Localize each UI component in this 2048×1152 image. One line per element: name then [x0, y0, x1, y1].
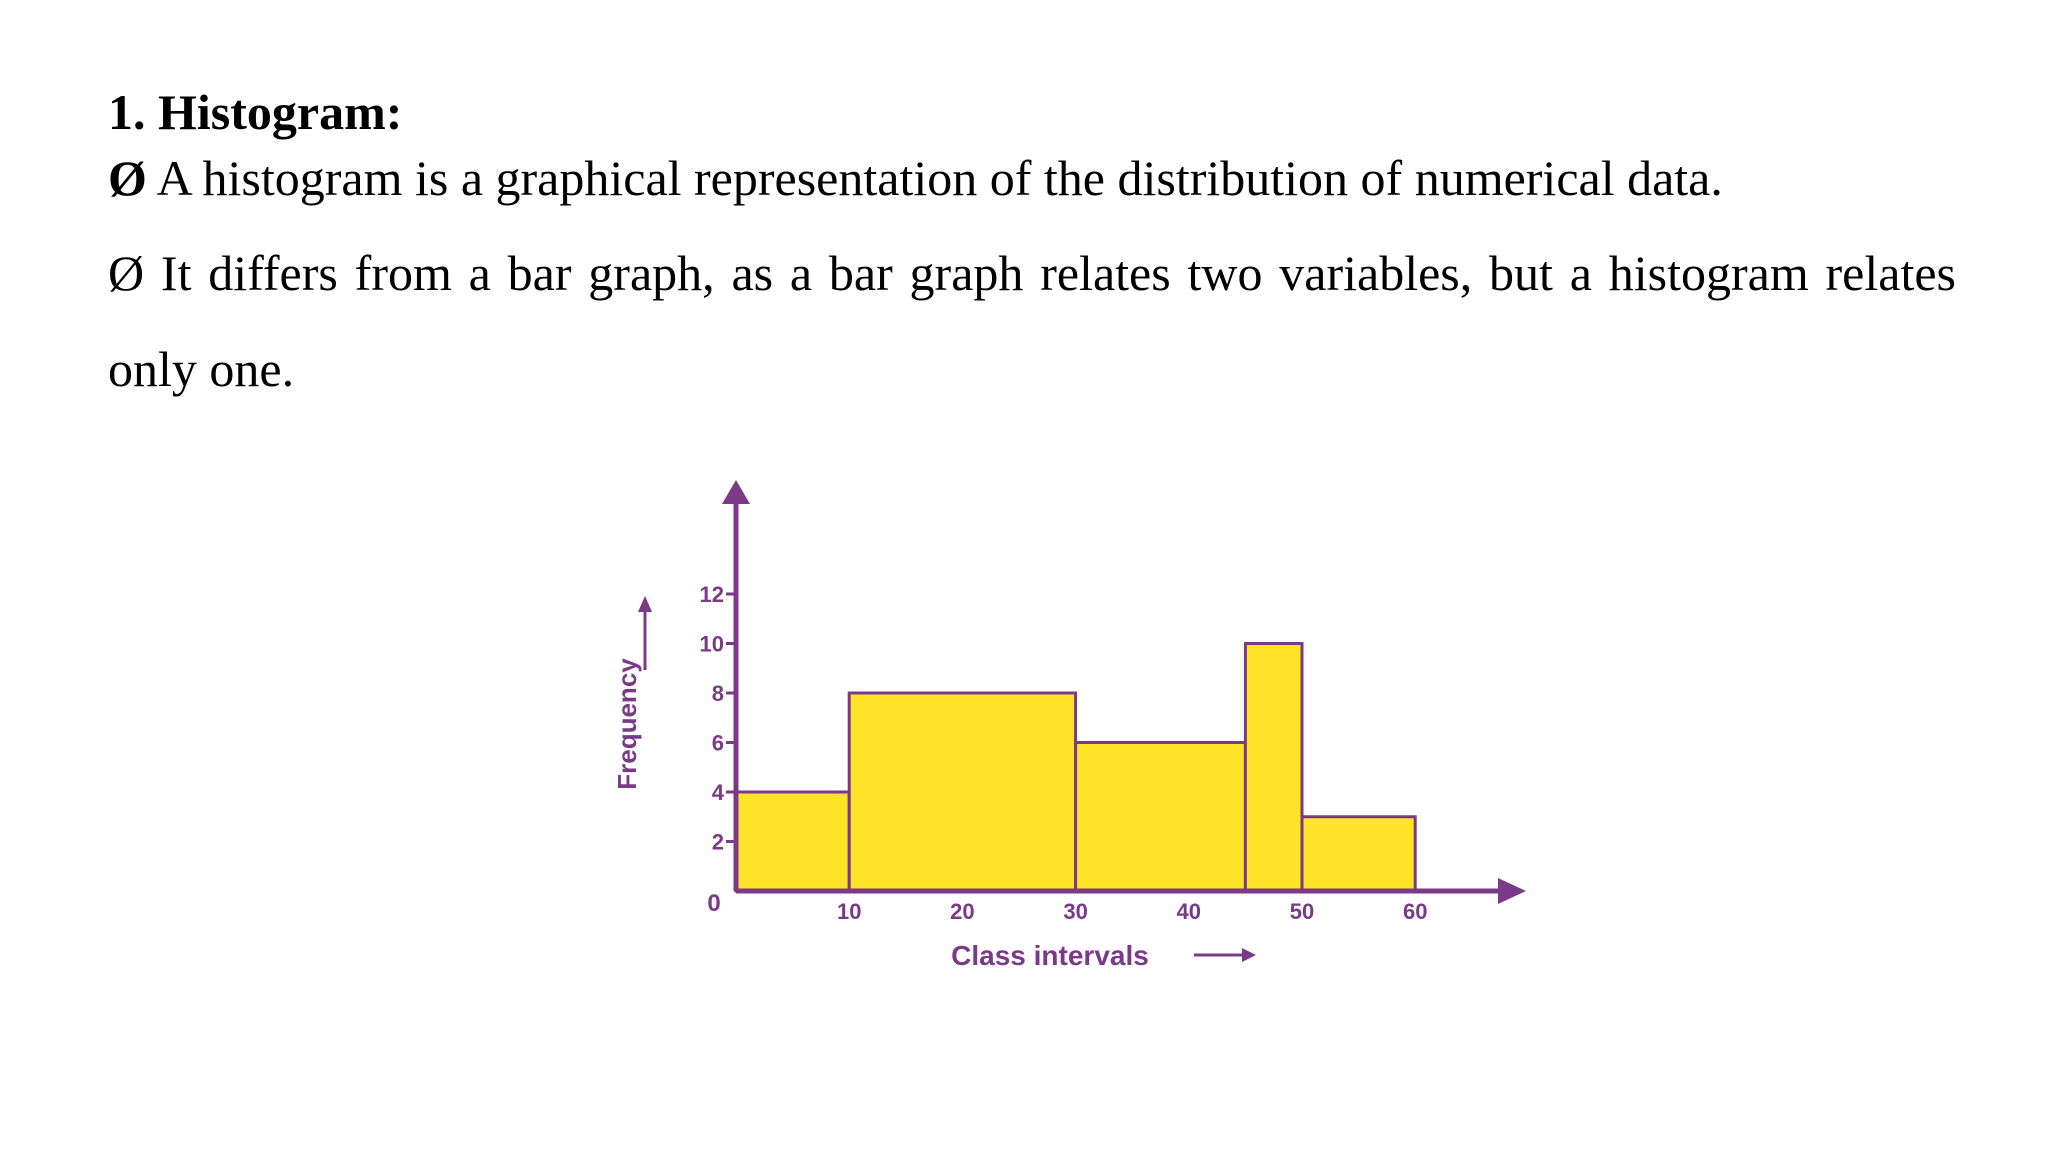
- x-axis-arrow-icon: [1498, 878, 1526, 904]
- histogram-bar-1: [734, 790, 851, 893]
- axes-layer: [722, 480, 1526, 904]
- histogram-bar-5: [1300, 815, 1417, 893]
- y-tick-label: 4: [712, 780, 725, 805]
- bullet-text: A histogram is a graphical representatio…: [156, 150, 1723, 206]
- x-axis-label: Class intervals: [951, 940, 1149, 971]
- histogram-chart: 2 4 6 8 10 12 0 10 20 30 40 50 60 Class intervals Freq…: [612, 480, 1526, 971]
- bullet-text: It differs from a bar graph, as a bar gr…: [108, 245, 1957, 397]
- y-axis-label: Frequency: [612, 658, 642, 790]
- x-tick-label: 50: [1290, 899, 1314, 924]
- bullet-paragraph-1: Ø A histogram is a graphical representat…: [108, 130, 1956, 226]
- x-tick-label: 30: [1063, 899, 1087, 924]
- y-tick-label: 8: [712, 681, 724, 706]
- slide-heading: 1. Histogram:: [108, 84, 403, 140]
- bars-layer: [734, 642, 1417, 893]
- x-tick-label: 60: [1403, 899, 1427, 924]
- origin-label: 0: [707, 890, 720, 917]
- histogram-figure: 2 4 6 8 10 12 0 10 20 30 40 50 60 Class intervals Freq…: [600, 480, 1560, 1000]
- x-label-arrow-icon: [1242, 948, 1256, 962]
- labels-layer: 2 4 6 8 10 12 0 10 20 30 40 50 60 Class intervals Freq…: [612, 582, 1427, 971]
- x-tick-label: 20: [950, 899, 974, 924]
- y-label-arrow-icon: [638, 596, 652, 612]
- bullet-symbol: Ø: [108, 245, 145, 301]
- y-tick-label: 10: [700, 632, 724, 657]
- y-tick-label: 12: [700, 582, 724, 607]
- y-axis-arrow-icon: [722, 480, 750, 504]
- histogram-bar-4: [1243, 642, 1304, 893]
- histogram-bar-2: [847, 691, 1078, 893]
- y-tick-label: 2: [712, 830, 724, 855]
- bullet-paragraph-2: Ø It differs from a bar graph, as a bar …: [108, 225, 1956, 417]
- y-tick-label: 6: [712, 731, 724, 756]
- x-tick-label: 10: [837, 899, 861, 924]
- x-tick-label: 40: [1177, 899, 1201, 924]
- bullet-symbol: Ø: [108, 150, 147, 206]
- histogram-bar-3: [1074, 741, 1247, 893]
